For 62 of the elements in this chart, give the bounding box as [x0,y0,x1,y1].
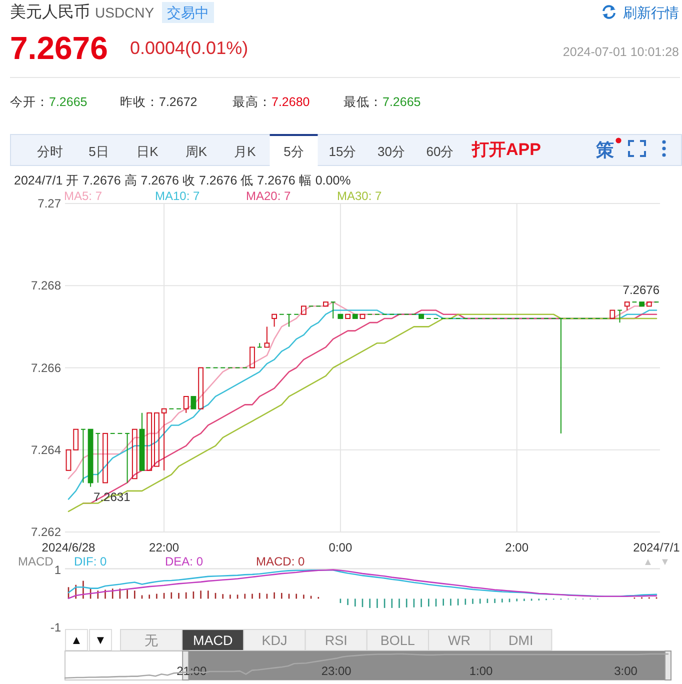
text: 5日 [88,144,109,158]
text: 日K [136,144,159,158]
text: 0.0004(0.01%) [130,38,248,58]
y-tick-label: 7.268 [30,278,62,293]
text: MACD: 0 [256,554,305,568]
x-tick-label: 23:00 [321,664,352,678]
text: ▼ [660,556,670,568]
text: 刷新行情 [623,4,679,20]
text: RSI [324,632,348,648]
text: 5分 [284,144,304,158]
text: 昨收： [120,95,159,109]
y-tick-label: 7.262 [30,525,62,539]
text: 7.2676 [10,30,108,66]
chart-title: MACD [18,554,54,568]
text: 最低： [344,95,382,109]
chart-subtitle: 2024/7/1 开 7.2676 高 7.2676 收 7.2676 低 7.2676 幅 0.00% [14,172,351,188]
text: 交易中 [167,4,209,20]
text: MA10: 7 [155,189,200,203]
text: MA5: 7 [64,189,102,203]
y-tick-label: 1 [54,562,62,577]
text: BOLL [380,632,416,648]
y-tick-label: 7.264 [30,442,62,457]
text: 7.2672 [159,95,198,109]
text: WR [448,632,471,648]
text: ▲ [643,556,653,568]
x-tick-label: 3:00 [614,664,638,678]
text: 分时 [37,144,63,158]
text: 打开APP [471,140,541,158]
text: 周K [185,144,208,158]
text: 今开： [10,95,49,109]
text: ▲ [70,633,82,647]
series-label: DEA: 0 [165,554,204,568]
text: 30分 [378,144,405,158]
text: 无 [144,632,158,648]
x-tick-label: 22:00 [149,540,180,554]
text: 最高： [232,94,272,109]
text: MACD [193,632,234,648]
text: DMI [508,632,534,648]
y-tick-label: 7.266 [30,360,62,375]
x-tick-label: 0:00 [328,540,352,554]
text: 美元人民币 [10,2,90,20]
text: 策 [595,140,614,160]
x-tick-label: 2:00 [505,540,529,554]
text: KDJ [262,632,288,648]
text: USDCNY [95,4,155,20]
y-tick-label: 7.27 [38,196,62,210]
x-tick-label: 1:00 [469,664,494,678]
x-tick-label: 2024/6/28 [42,540,96,554]
text: MA20: 7 [246,189,292,203]
text: 7.2680 [272,95,310,109]
annotation: 7.2676 [622,283,660,298]
text: 2024-07-01 10:01:28 [562,45,680,59]
y-tick-label: -1 [50,620,62,635]
text: ▼ [94,633,106,647]
text: MA30: 7 [337,189,382,203]
x-tick-label: 2024/7/1 [633,540,680,554]
text: 60分 [426,144,454,158]
text: 7.2665 [382,95,421,109]
series-label: DIF: 0 [74,554,107,568]
text: 15分 [328,144,356,158]
text: 7.2665 [49,95,88,109]
text: 月K [234,144,256,158]
